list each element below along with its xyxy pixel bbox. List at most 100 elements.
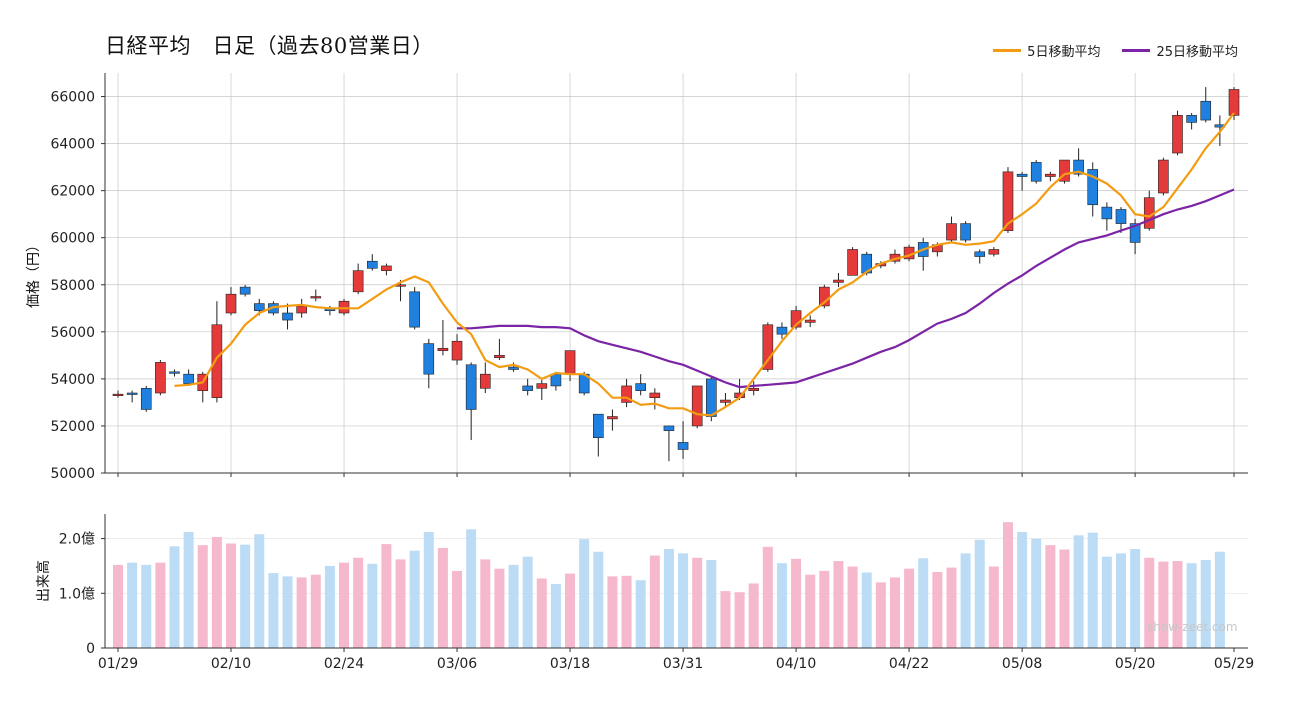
- candle-down: [253, 303, 265, 311]
- candle-up: [225, 293, 237, 314]
- candle-up: [352, 270, 364, 293]
- candle-down: [1073, 159, 1084, 175]
- candle-up: [691, 385, 703, 427]
- candle-up: [310, 296, 322, 299]
- volume-bar-up: [381, 544, 392, 648]
- x-tick-label: 03/31: [663, 656, 703, 672]
- watermark: show-zeet.com: [1147, 620, 1238, 634]
- volume-bar-up: [889, 577, 900, 648]
- candle-down: [776, 326, 788, 335]
- price-ytick-label: 52000: [50, 419, 95, 435]
- volume-bar-down: [678, 553, 689, 648]
- volume-bar-down: [169, 546, 180, 648]
- volume-bar-up: [833, 561, 844, 648]
- volume-bar-up: [734, 592, 745, 648]
- x-tick-label: 01/29: [98, 656, 138, 672]
- candle-up: [564, 350, 576, 375]
- candle-down: [465, 364, 477, 410]
- volume-bar-up: [1045, 545, 1056, 648]
- candle-up: [1002, 171, 1014, 231]
- candle-down: [366, 260, 378, 269]
- candle-up: [804, 319, 816, 323]
- volume-bar-down: [183, 532, 194, 648]
- candle-up: [536, 383, 548, 389]
- price-ytick-label: 50000: [50, 466, 95, 482]
- candle-up: [790, 310, 802, 328]
- candle-up: [1172, 115, 1183, 154]
- volume-bar-up: [296, 577, 307, 648]
- candle-down: [1115, 209, 1127, 224]
- volume-bar-up: [437, 547, 448, 648]
- volume-bar-down: [127, 562, 138, 648]
- candle-up: [1228, 89, 1240, 116]
- volume-bar-up: [113, 564, 123, 648]
- candle-up: [621, 385, 632, 403]
- volume-bar-down: [508, 564, 519, 648]
- candle-up: [437, 347, 449, 351]
- volume-bar-down: [324, 565, 335, 648]
- volume-bar-up: [395, 559, 406, 648]
- volume-bar-up: [1002, 522, 1013, 648]
- volume-bar-down: [579, 539, 590, 648]
- volume-bar-down: [593, 551, 604, 648]
- volume-ytick-label: 2.0億: [59, 532, 95, 548]
- price-ytick-label: 64000: [50, 137, 95, 153]
- price-ytick-label: 66000: [50, 90, 95, 106]
- candle-down: [1129, 223, 1141, 243]
- legend-label-ma5: 5日移動平均: [1027, 45, 1101, 60]
- x-tick-label: 05/08: [1002, 656, 1042, 672]
- volume-bar-up: [607, 576, 618, 648]
- volume-bar-up: [155, 562, 166, 648]
- candle-down: [1186, 115, 1197, 123]
- volume-bar-down: [268, 573, 279, 648]
- candle-down: [974, 251, 986, 257]
- volume-bar-up: [791, 558, 802, 648]
- x-tick-label: 02/10: [211, 656, 251, 672]
- volume-bar-down: [706, 559, 717, 648]
- volume-bar-up: [452, 570, 463, 648]
- candle-down: [423, 343, 435, 375]
- volume-bar-up: [875, 582, 886, 648]
- volume-bar-up: [197, 545, 208, 648]
- candle-down: [677, 442, 689, 450]
- candle-down: [169, 371, 180, 374]
- candle-down: [183, 373, 194, 384]
- volume-bar-down: [466, 529, 477, 648]
- price-ytick-label: 58000: [50, 278, 95, 294]
- candle-down: [593, 413, 604, 439]
- chart-title: 日経平均 日足（過去80営業日）: [105, 34, 434, 58]
- candle-up: [649, 392, 661, 399]
- volume-bar-up: [946, 567, 957, 648]
- volume-bar-up: [226, 543, 237, 648]
- volume-bar-up: [762, 546, 773, 648]
- candle-up: [296, 305, 307, 314]
- candle-up: [211, 324, 223, 399]
- volume-bars: [113, 522, 1225, 648]
- volume-bar-down: [409, 550, 420, 648]
- candle-down: [960, 223, 971, 241]
- volume-bar-up: [1172, 561, 1183, 648]
- volume-bar-down: [367, 563, 378, 648]
- candle-down: [409, 291, 420, 328]
- candle-down: [239, 286, 251, 295]
- volume-bar-down: [776, 563, 787, 648]
- volume-bar-up: [1158, 561, 1169, 648]
- volume-bar-up: [494, 568, 505, 648]
- volume-bar-down: [1073, 535, 1084, 648]
- x-tick-label: 05/20: [1115, 656, 1155, 672]
- ma25-line: [457, 188, 1235, 389]
- price-ytick-label: 54000: [50, 372, 95, 388]
- volume-bar-down: [141, 564, 152, 648]
- volume-bar-up: [565, 573, 576, 648]
- candle-up: [451, 340, 463, 361]
- volume-bar-up: [649, 555, 660, 648]
- volume-bar-down: [1186, 563, 1197, 648]
- volume-bar-up: [339, 562, 350, 648]
- candle-down: [1101, 206, 1113, 220]
- volume-ytick-label: 0: [86, 641, 95, 657]
- candle-up: [494, 355, 505, 359]
- x-tick-label: 04/22: [889, 656, 929, 672]
- volume-bar-down: [663, 549, 674, 648]
- volume-bar-down: [550, 584, 561, 648]
- candle-down: [1016, 173, 1028, 177]
